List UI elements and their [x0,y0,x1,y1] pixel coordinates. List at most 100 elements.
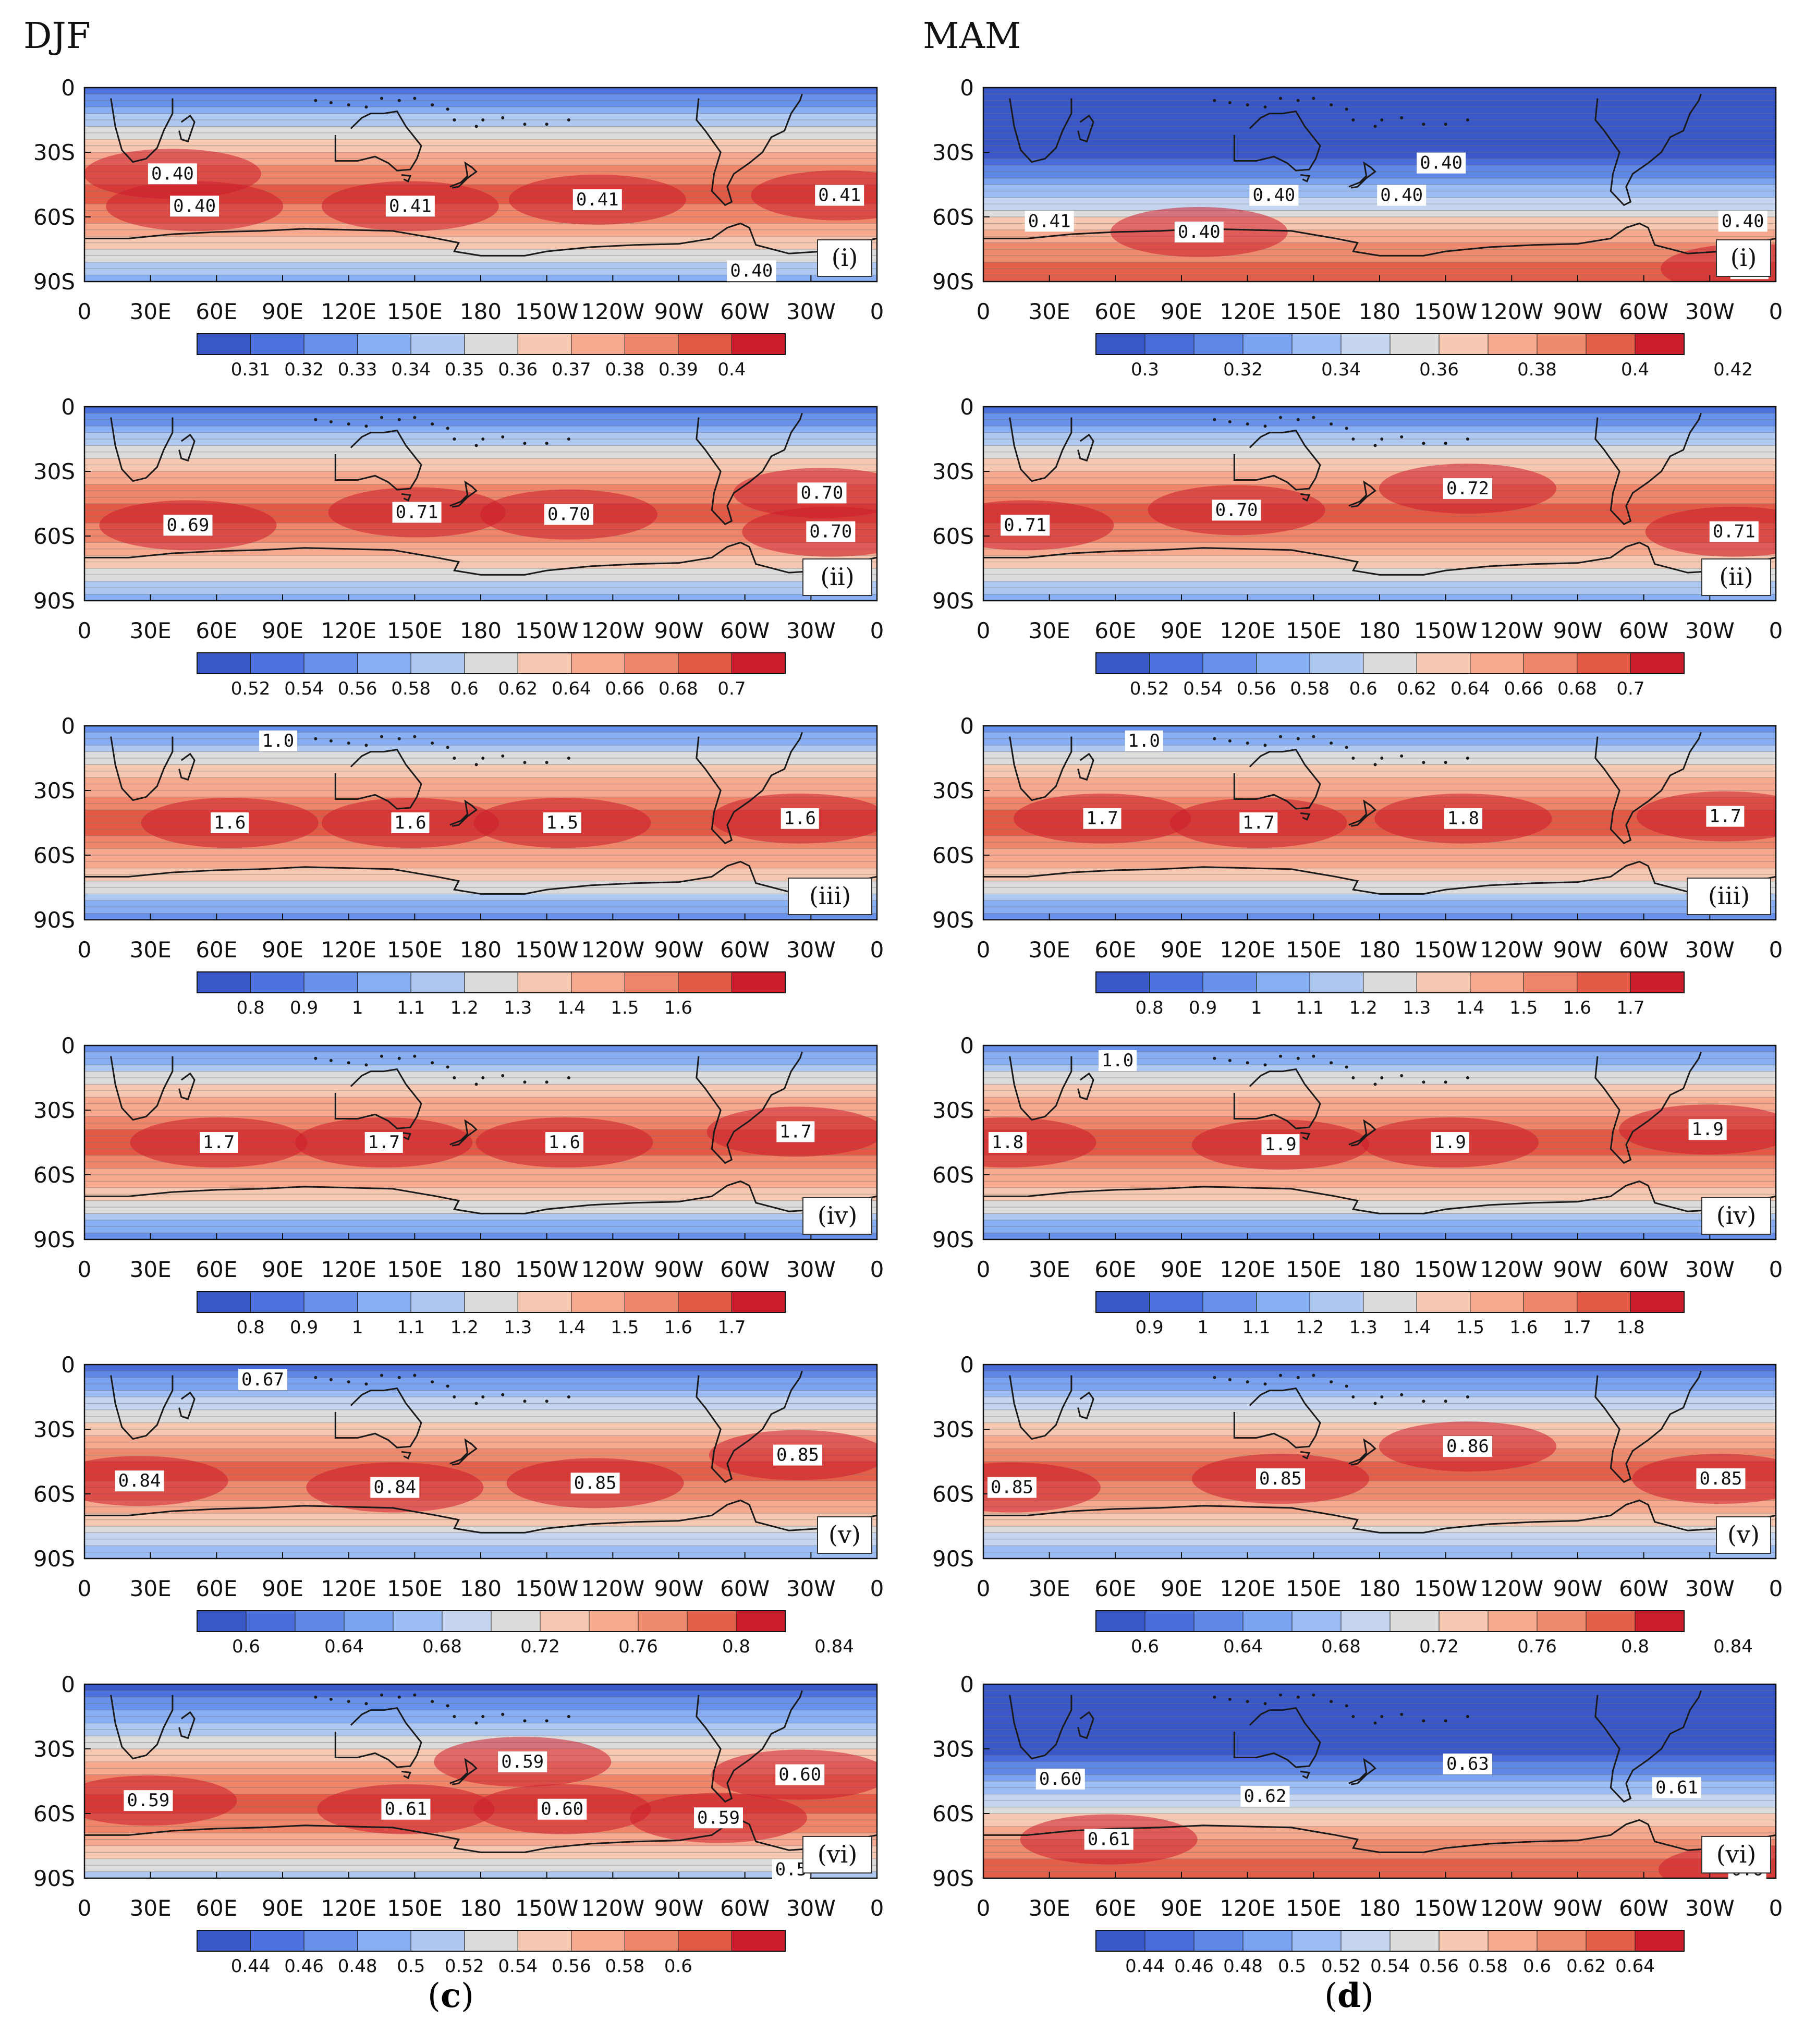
ytick-label-p-djf-ii-3: 90S [33,588,75,614]
xtick-label-p-djf-iii-0: 0 [78,937,92,963]
xtick-label-p-mam-vi-4: 120E [1220,1895,1275,1921]
band-p-mam-iv-12 [983,1123,1776,1130]
island-p-djf-i-8 [446,107,449,111]
band-p-mam-iii-19 [983,848,1776,856]
colorbar-tick-p-djf-iv-4: 1.2 [450,1317,479,1338]
island-p-mam-iv-15 [1466,1076,1469,1079]
band-p-djf-v-6 [84,1403,877,1410]
island-p-mam-vi-6 [1312,1693,1315,1697]
band-p-djf-iii-21 [84,861,877,869]
island-p-djf-i-2 [347,103,350,107]
colorbar-tick-p-djf-i-4: 0.35 [445,359,484,380]
ytick-label-p-mam-vi-3: 90S [932,1866,974,1891]
contour-label-p-mam-iii-1: 1.7 [1086,808,1118,829]
band-p-djf-i-21 [84,223,877,230]
colorbar-tick-p-mam-v-5: 0.8 [1621,1636,1649,1657]
colorbar-cell-p-djf-ii-9 [678,652,732,674]
contour-label-p-djf-ii-4: 0.70 [809,521,852,542]
band-p-mam-i-2 [983,100,1776,108]
colorbar-cell-p-mam-iii-8 [1523,971,1578,993]
xtick-label-p-djf-iv-1: 30E [130,1257,172,1282]
xtick-label-p-mam-v-10: 60W [1619,1576,1668,1601]
xtick-label-p-mam-vi-3: 90E [1161,1895,1202,1921]
xtick-label-p-mam-v-9: 90W [1553,1576,1603,1601]
xtick-label-p-mam-ii-0: 0 [977,618,991,643]
band-p-djf-iv-0 [84,1045,877,1053]
contour-label-bg-p-mam-v-0 [987,1477,1037,1498]
coastline-p-mam-vi-2 [1233,1707,1321,1768]
ytick-label-p-djf-i-2: 60S [33,204,75,230]
island-p-mam-ii-7 [1330,422,1333,426]
contour-label-p-mam-iii-2: 1.7 [1242,812,1274,833]
band-p-mam-iii-18 [983,842,1776,849]
xtick-label-p-djf-v-11: 30W [786,1576,836,1601]
island-p-mam-iii-1 [1228,739,1232,743]
island-p-mam-ii-10 [1373,444,1377,447]
island-p-mam-vi-12 [1400,1712,1404,1716]
colorbar-cell-p-djf-vi-10 [731,1930,786,1952]
band-p-mam-ii-0 [983,407,1776,414]
island-p-mam-iii-13 [1422,761,1425,764]
contour-label-bg-p-djf-v-4 [773,1444,822,1466]
xtick-label-p-djf-iv-9: 90W [654,1257,704,1282]
colorbar-tick-p-mam-i-0: 0.3 [1131,359,1159,380]
colorbar-cell-p-mam-vi-7 [1439,1930,1489,1952]
coastline-p-mam-vi-0 [1009,1695,1072,1760]
island-p-mam-vi-13 [1422,1719,1425,1723]
coastline-p-djf-i-6 [84,222,877,257]
band-p-mam-vi-28 [983,1865,1776,1872]
band-p-mam-iv-0 [983,1045,1776,1053]
band-p-djf-iv-8 [84,1097,877,1104]
coastline-p-mam-i-0 [1009,98,1072,163]
xtick-label-p-mam-vi-9: 90W [1553,1895,1603,1921]
colorbar-cell-p-mam-i-2 [1193,333,1244,355]
coastline-p-mam-i-4 [1348,161,1376,189]
colorbar-cell-p-djf-i-10 [731,333,786,355]
contour-label-bg-p-djf-ii-3 [797,482,847,504]
island-p-djf-v-2 [347,1380,350,1384]
island-p-djf-vi-0 [314,1695,318,1699]
band-p-mam-vi-9 [983,1742,1776,1749]
contour-label-bg-p-djf-i-5 [727,260,776,282]
band-p-mam-ii-23 [983,555,1776,563]
island-p-djf-v-10 [474,1402,478,1405]
row-label-box-p-djf-v [817,1516,872,1554]
colorbar-tick-p-djf-vi-2: 0.48 [338,1956,377,1977]
band-p-djf-iii-10 [84,790,877,798]
island-p-mam-i-7 [1330,103,1333,107]
island-p-djf-ii-0 [314,418,318,421]
xtick-label-p-djf-v-3: 90E [262,1576,303,1601]
colorbar-tick-p-mam-v-4: 0.76 [1517,1636,1557,1657]
island-p-djf-iv-0 [314,1056,318,1060]
colorbar-tick-p-djf-iv-7: 1.5 [611,1317,639,1338]
band-p-djf-v-14 [84,1455,877,1462]
xtick-label-p-mam-i-8: 120W [1480,299,1543,324]
band-p-mam-v-13 [983,1449,1776,1456]
ytick-label-p-djf-iv-3: 90S [33,1227,75,1252]
band-p-djf-i-14 [84,178,877,185]
colorbar-cell-p-mam-vi-2 [1193,1930,1244,1952]
colorbar-tick-p-djf-iv-0: 0.8 [237,1317,265,1338]
xtick-label-p-mam-iii-5: 150E [1286,937,1342,963]
band-p-djf-vi-2 [84,1697,877,1705]
island-p-mam-i-4 [1279,96,1282,100]
island-p-djf-iii-12 [501,754,505,758]
colorbar-cell-p-djf-iii-0 [197,971,251,993]
ytick-label-p-mam-vi-1: 30S [932,1736,974,1762]
island-p-djf-iv-1 [329,1058,333,1062]
column-title-mam: MAM [923,16,1021,57]
xtick-label-p-djf-ii-2: 60E [196,618,237,643]
band-p-djf-ii-2 [84,419,877,427]
colorbar-cell-p-mam-vi-10 [1586,1930,1636,1952]
island-p-djf-i-11 [481,118,485,121]
colorbar-tick-p-mam-vi-3: 0.5 [1278,1956,1306,1977]
xtick-label-p-mam-ii-1: 30E [1029,618,1070,643]
band-p-djf-iii-28 [84,907,877,914]
island-p-djf-iii-15 [567,757,570,760]
band-p-djf-i-27 [84,262,877,270]
band-p-mam-vi-11 [983,1755,1776,1762]
band-p-mam-i-3 [983,107,1776,114]
island-p-djf-ii-10 [474,444,478,447]
xtick-label-p-djf-ii-8: 120W [581,618,644,643]
band-p-mam-iii-0 [983,726,1776,733]
